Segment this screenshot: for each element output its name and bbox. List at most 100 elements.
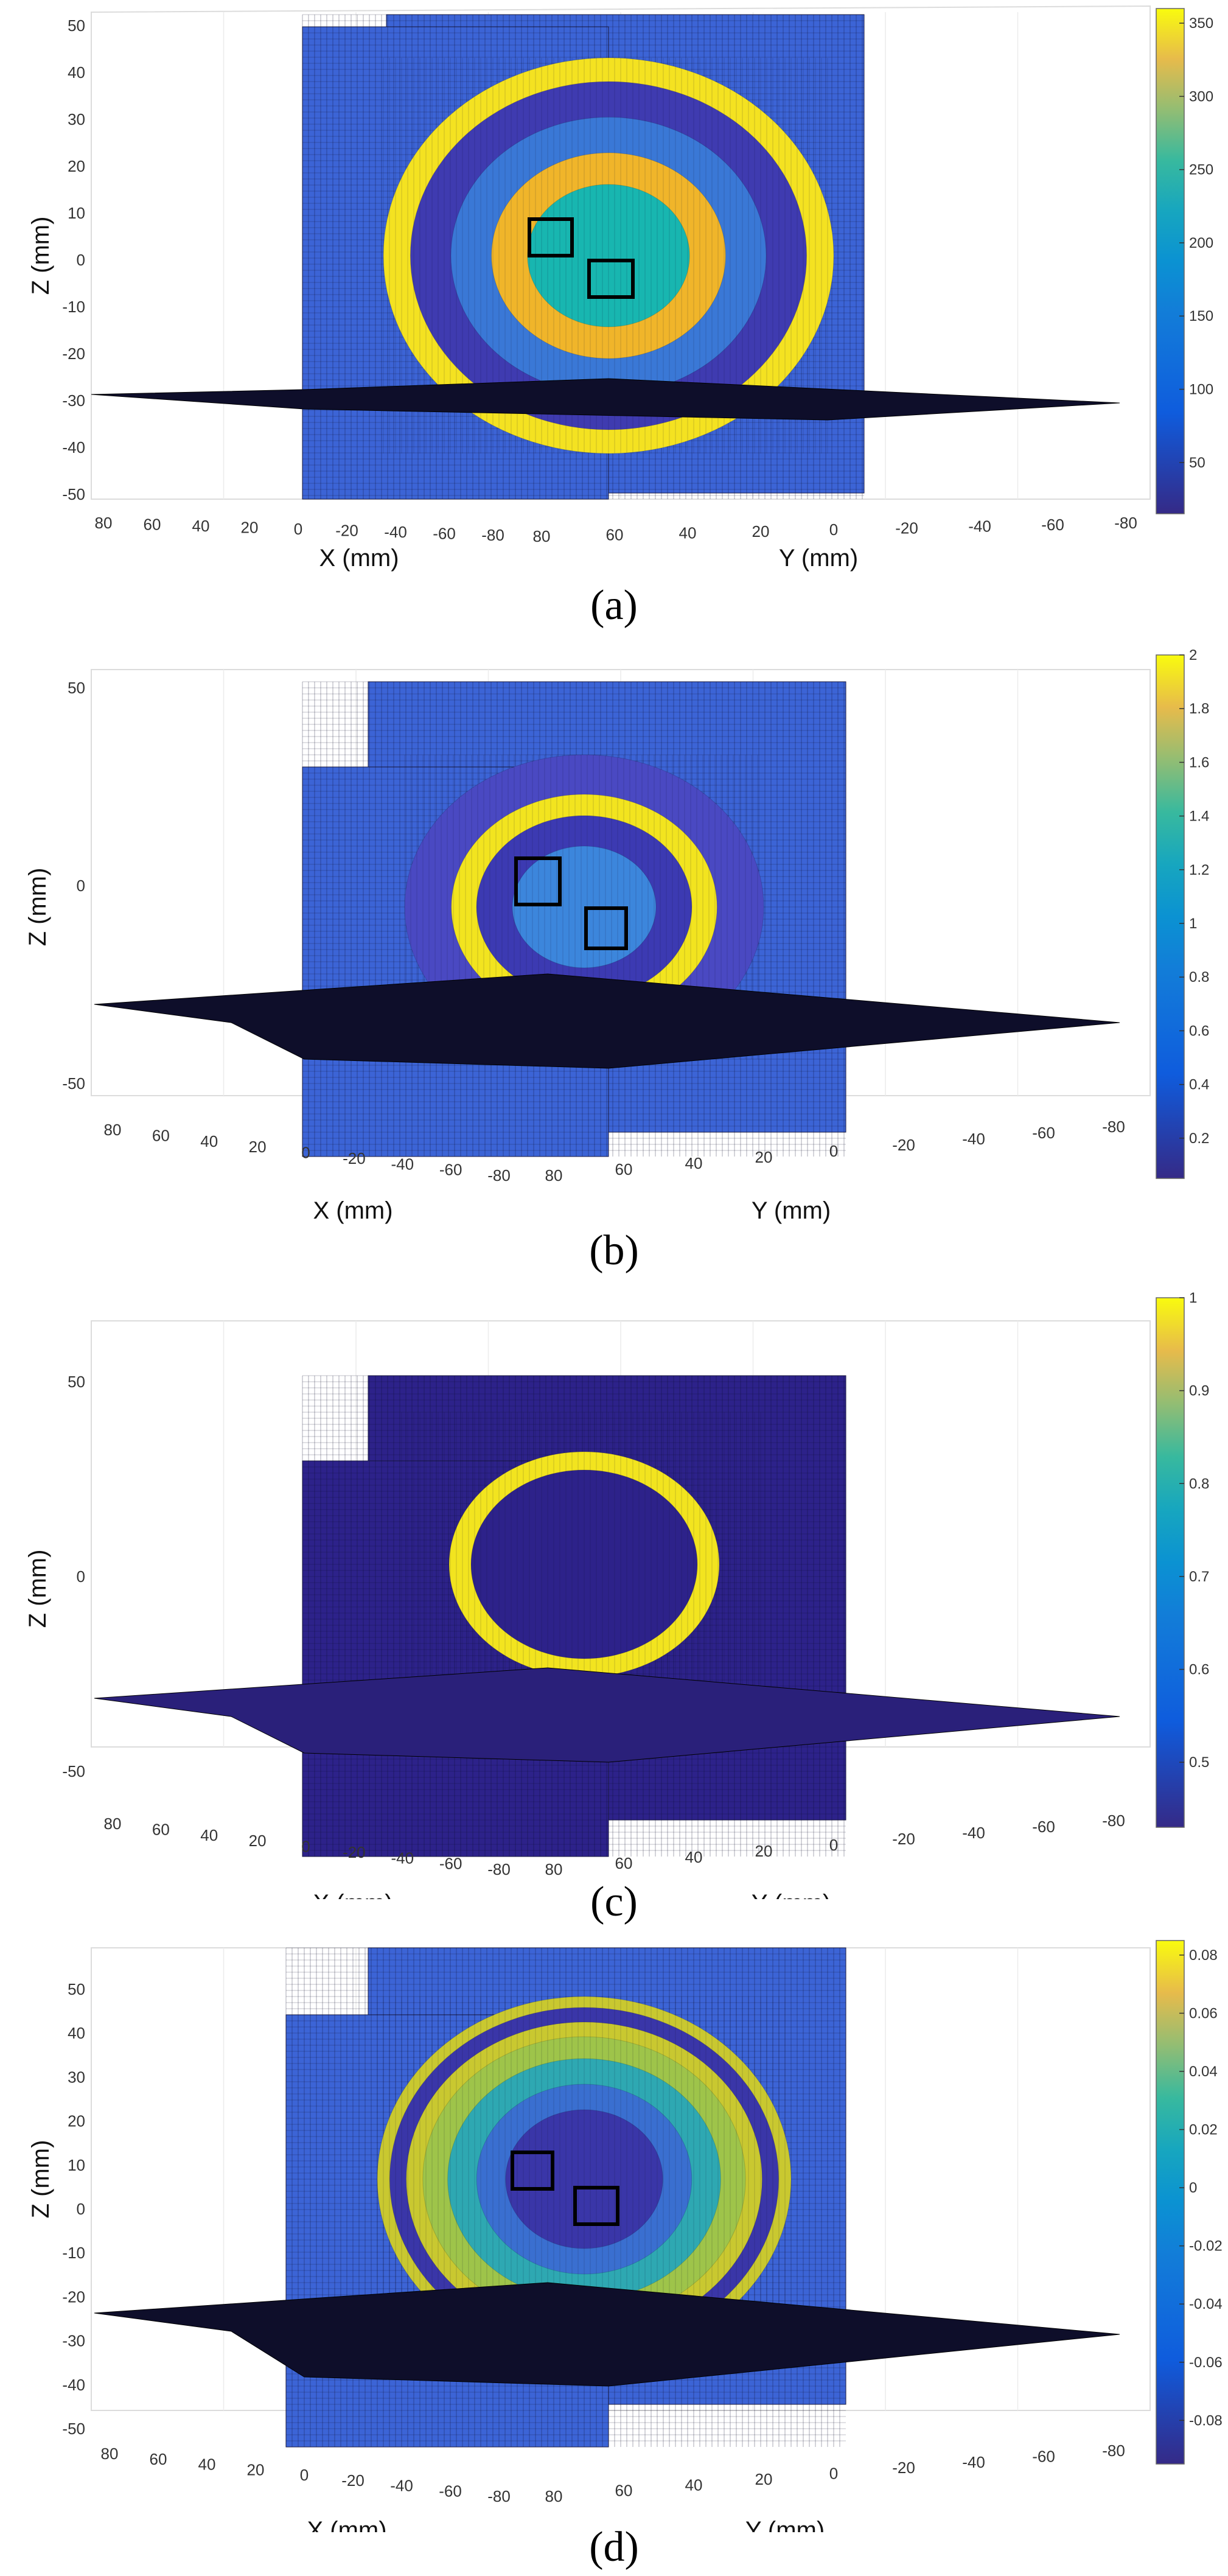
colorbar-tick-c-0: 1 bbox=[1189, 1290, 1197, 1306]
x-tick-b-7: -60 bbox=[439, 1161, 462, 1179]
colorbar-tick-a-6: 50 bbox=[1189, 455, 1205, 471]
colorbar-tick-d-2: 0.04 bbox=[1189, 2063, 1218, 2080]
z-tick-c-1: 0 bbox=[77, 1567, 85, 1586]
x-tick-d-8: -80 bbox=[487, 2487, 511, 2505]
colorbar-tick-d-5: -0.02 bbox=[1189, 2238, 1223, 2255]
ring-c-1 bbox=[470, 1469, 698, 1659]
colorbar-tick-d-7: -0.06 bbox=[1189, 2354, 1223, 2371]
z-tick-d-8: -30 bbox=[62, 2332, 85, 2350]
y-tick-c-5: -20 bbox=[892, 1830, 915, 1848]
colorbar-tick-b-3: 1.4 bbox=[1189, 808, 1209, 825]
colorbar-b bbox=[1156, 654, 1185, 1179]
x-tick-a-6: -40 bbox=[384, 523, 407, 541]
x-tick-b-3: 20 bbox=[249, 1138, 267, 1156]
z-tick-d-1: 40 bbox=[68, 2024, 85, 2042]
roi-box-a-0 bbox=[528, 217, 574, 257]
slice-xy-d bbox=[94, 2282, 1120, 2387]
x-axis-label-b: X (mm) bbox=[313, 1197, 392, 1224]
z-tick-a-9: -40 bbox=[62, 438, 85, 457]
colorbar-tick-a-3: 200 bbox=[1189, 235, 1213, 251]
y-tick-a-1: 60 bbox=[606, 525, 624, 544]
y-tick-c-0: 80 bbox=[545, 1860, 563, 1878]
y-tick-a-3: 20 bbox=[752, 522, 770, 541]
z-tick-d-5: 0 bbox=[77, 2200, 85, 2218]
x-tick-d-2: 40 bbox=[198, 2455, 216, 2474]
x-tick-c-3: 20 bbox=[249, 1832, 267, 1850]
z-tick-a-10: -50 bbox=[62, 485, 85, 503]
x-tick-b-8: -80 bbox=[487, 1166, 511, 1185]
x-tick-d-5: -20 bbox=[341, 2471, 365, 2490]
colorbar-c bbox=[1156, 1297, 1185, 1828]
colorbar-tick-a-5: 100 bbox=[1189, 382, 1213, 398]
z-tick-c-2: -50 bbox=[62, 1762, 85, 1780]
x-axis-label-a: X (mm) bbox=[319, 545, 399, 572]
x-tick-c-0: 80 bbox=[104, 1815, 122, 1833]
colorbar-tick-a-4: 150 bbox=[1189, 308, 1213, 324]
x-tick-b-2: 40 bbox=[200, 1132, 218, 1150]
z-tick-d-7: -20 bbox=[62, 2287, 85, 2306]
y-tick-b-4: 0 bbox=[829, 1142, 838, 1160]
colorbar-tick-a-0: 350 bbox=[1189, 15, 1213, 32]
z-axis-label-a: Z (mm) bbox=[27, 217, 54, 295]
colorbar-tick-b-4: 1.2 bbox=[1189, 862, 1209, 878]
x-tick-a-1: 60 bbox=[144, 516, 161, 534]
z-tick-a-8: -30 bbox=[62, 391, 85, 410]
roi-box-b-0 bbox=[514, 856, 562, 906]
panel-d: 50 40 30 20 10 0 -10 -20 -30 -40 -50 Z (mm) 80 60 40 20… bbox=[0, 1923, 1228, 2576]
colorbar-tick-d-1: 0.06 bbox=[1189, 2005, 1218, 2021]
roi-box-d-1 bbox=[573, 2186, 619, 2226]
z-tick-b-0: 50 bbox=[68, 679, 85, 697]
y-tick-a-4: 0 bbox=[829, 520, 838, 539]
z-axis-label-c: Z (mm) bbox=[24, 1550, 51, 1628]
colorbar-tick-c-4: 0.6 bbox=[1189, 1662, 1209, 1678]
y-tick-d-4: 0 bbox=[829, 2465, 838, 2483]
colorbar-tick-c-5: 0.5 bbox=[1189, 1754, 1209, 1771]
chart-d: 50 40 30 20 10 0 -10 -20 -30 -40 -50 Z (mm) 80 60 40 20… bbox=[27, 1940, 1223, 2532]
y-axis-label-c: Y (mm) bbox=[752, 1890, 831, 1899]
x-tick-a-7: -60 bbox=[433, 525, 456, 543]
colorbar-tick-c-2: 0.8 bbox=[1189, 1475, 1209, 1492]
z-tick-b-1: 0 bbox=[77, 877, 85, 895]
colorbar-a bbox=[1156, 8, 1185, 514]
colorbar-tick-d-8: -0.08 bbox=[1189, 2412, 1223, 2429]
z-tick-b-2: -50 bbox=[62, 1074, 85, 1093]
z-tick-d-6: -10 bbox=[62, 2244, 85, 2262]
colorbar-tick-d-6: -0.04 bbox=[1189, 2296, 1223, 2312]
colorbar-tick-c-3: 0.7 bbox=[1189, 1569, 1209, 1585]
y-tick-d-2: 40 bbox=[685, 2476, 703, 2494]
colorbar-tick-d-4: 0 bbox=[1189, 2180, 1197, 2196]
x-tick-b-0: 80 bbox=[104, 1121, 122, 1139]
caption-a: (a) bbox=[590, 582, 638, 629]
chart-c: 50 0 -50 Z (mm) 80 60 40 20 0 -20 -40 -60 -80 X (mm) 8… bbox=[24, 1290, 1209, 1899]
panel-b: 50 0 -50 Z (mm) 80 60 40 20 0 -20 -40 -60 -80 X (mm) 8… bbox=[0, 633, 1228, 1274]
colorbar-tick-b-8: 0.4 bbox=[1189, 1077, 1209, 1093]
z-tick-a-0: 50 bbox=[68, 16, 85, 35]
caption-b: (b) bbox=[589, 1227, 639, 1274]
colorbar-tick-d-0: 0.08 bbox=[1189, 1947, 1218, 1964]
colorbar-tick-b-9: 0.2 bbox=[1189, 1130, 1209, 1147]
y-tick-d-6: -40 bbox=[962, 2453, 985, 2471]
colorbar-tick-d-3: 0.02 bbox=[1189, 2122, 1218, 2138]
y-tick-d-5: -20 bbox=[892, 2459, 915, 2477]
y-tick-c-1: 60 bbox=[615, 1854, 633, 1872]
colorbar-tick-b-2: 1.6 bbox=[1189, 754, 1209, 771]
x-tick-d-1: 60 bbox=[150, 2450, 167, 2468]
y-tick-c-4: 0 bbox=[829, 1836, 838, 1854]
y-tick-d-7: -60 bbox=[1032, 2447, 1055, 2465]
z-tick-d-10: -50 bbox=[62, 2420, 85, 2438]
x-tick-a-3: 20 bbox=[241, 519, 259, 537]
z-tick-a-2: 30 bbox=[68, 110, 85, 128]
y-tick-a-6: -40 bbox=[968, 517, 991, 536]
z-axis-label-b: Z (mm) bbox=[24, 868, 51, 947]
chart-b: 500-50Z (mm)80 60 40 20 0 -20 -40 -60 -80X (mm)8… bbox=[24, 647, 1209, 1224]
x-axis-label-c: X (mm) bbox=[313, 1890, 392, 1899]
x-tick-c-5: -20 bbox=[343, 1843, 366, 1861]
x-tick-d-0: 80 bbox=[101, 2445, 119, 2463]
x-tick-d-4: 0 bbox=[300, 2466, 309, 2484]
slice-xy-c bbox=[94, 1667, 1120, 1763]
x-tick-b-6: -40 bbox=[391, 1155, 414, 1173]
x-tick-c-4: 0 bbox=[301, 1838, 310, 1856]
z-tick-a-1: 40 bbox=[68, 63, 85, 82]
roi-box-d-0 bbox=[511, 2151, 554, 2191]
x-tick-a-2: 40 bbox=[192, 517, 210, 535]
